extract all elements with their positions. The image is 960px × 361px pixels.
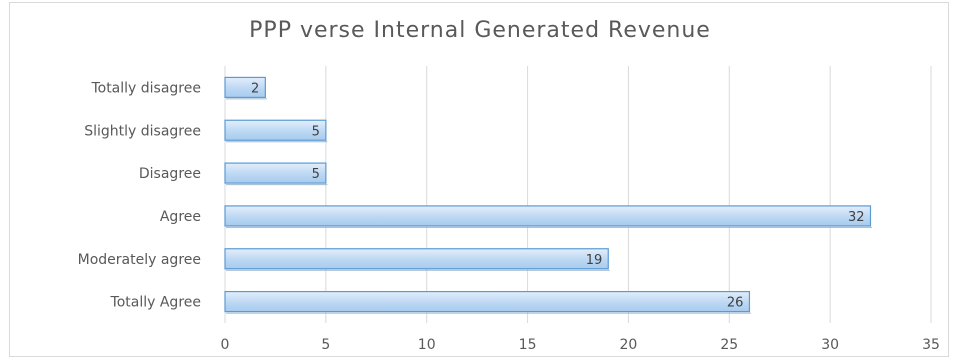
chart-title: PPP verse Internal Generated Revenue [249,18,711,43]
bar [224,162,327,184]
data-label: 5 [312,167,320,182]
category-label: Agree [160,209,201,225]
x-tick-label: 5 [321,337,330,353]
category-label: Slightly disagree [84,123,201,139]
bar [224,290,751,313]
x-tick-label: 0 [221,337,230,353]
data-label: 26 [727,296,744,311]
data-label: 5 [312,124,320,139]
bar [224,205,872,227]
x-tick-label: 10 [418,337,436,353]
data-label: 19 [586,253,603,268]
category-label: Totally Agree [110,295,201,311]
bar [224,76,266,99]
bar [224,248,609,270]
x-tick-label: 35 [922,337,940,353]
category-label: Disagree [139,166,201,182]
x-tick-label: 25 [720,337,738,353]
x-tick-label: 15 [519,337,537,353]
bar [224,119,327,141]
data-label: 32 [848,210,865,225]
data-label: 2 [251,81,259,96]
category-label: Moderately agree [78,252,201,268]
x-tick-label: 20 [620,337,638,353]
category-label: Totally disagree [90,80,201,96]
x-tick-label: 30 [821,337,839,353]
